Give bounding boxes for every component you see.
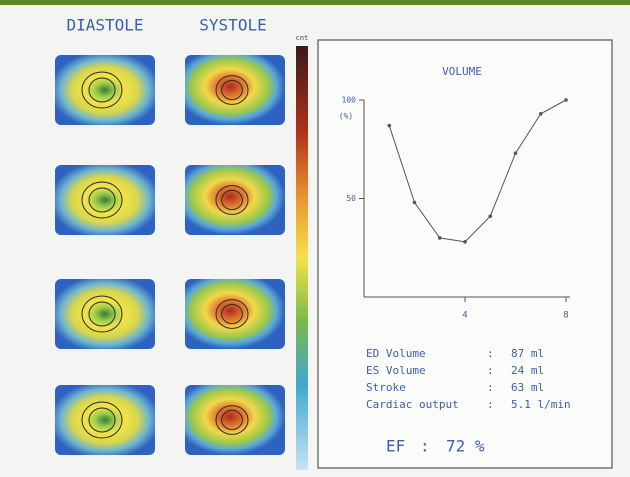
result-label: Cardiac output (366, 398, 459, 411)
point (514, 151, 518, 155)
x-tick-label: 4 (462, 311, 467, 321)
ef-value: 72 % (446, 437, 485, 456)
point (413, 201, 417, 205)
result-value: 24 ml (511, 364, 544, 377)
top-bar (0, 0, 630, 5)
heatmaps (55, 55, 285, 455)
heatmap (55, 385, 155, 455)
point (438, 236, 442, 240)
result-separator: : (487, 381, 494, 394)
x-tick-label: 8 (563, 311, 568, 321)
ef-separator: : (420, 437, 430, 456)
result-value: 63 ml (511, 381, 544, 394)
ef-label: EF (386, 437, 405, 456)
result-separator: : (487, 398, 494, 411)
canvas: DIASTOLE SYSTOLE cnt VOLUME (%) 5010048 … (0, 0, 630, 477)
heatmap (185, 279, 285, 349)
heatmap (55, 165, 155, 235)
result-label: ED Volume (366, 347, 426, 360)
heatmap (185, 385, 285, 455)
color-bar-label: cnt (296, 34, 309, 42)
result-separator: : (487, 364, 494, 377)
result-label: ES Volume (366, 364, 426, 377)
heatmap (185, 165, 285, 235)
heatmap (55, 55, 155, 125)
column-header: SYSTOLE (199, 16, 266, 35)
y-axis-label: (%) (339, 112, 353, 121)
heatmap (55, 279, 155, 349)
y-tick-label: 100 (342, 96, 357, 105)
color-bar (296, 46, 308, 470)
result-separator: : (487, 347, 494, 360)
result-value: 5.1 l/min (511, 398, 571, 411)
result-label: Stroke (366, 381, 406, 394)
point (463, 240, 467, 244)
point (539, 112, 543, 116)
heatmap (185, 55, 285, 125)
chart-title: VOLUME (442, 65, 482, 78)
point (564, 98, 568, 102)
point (488, 214, 492, 218)
column-header: DIASTOLE (66, 16, 143, 35)
y-tick-label: 50 (346, 194, 356, 203)
point (387, 124, 391, 128)
screenshot: DIASTOLE SYSTOLE cnt VOLUME (%) 5010048 … (0, 0, 630, 477)
result-value: 87 ml (511, 347, 544, 360)
